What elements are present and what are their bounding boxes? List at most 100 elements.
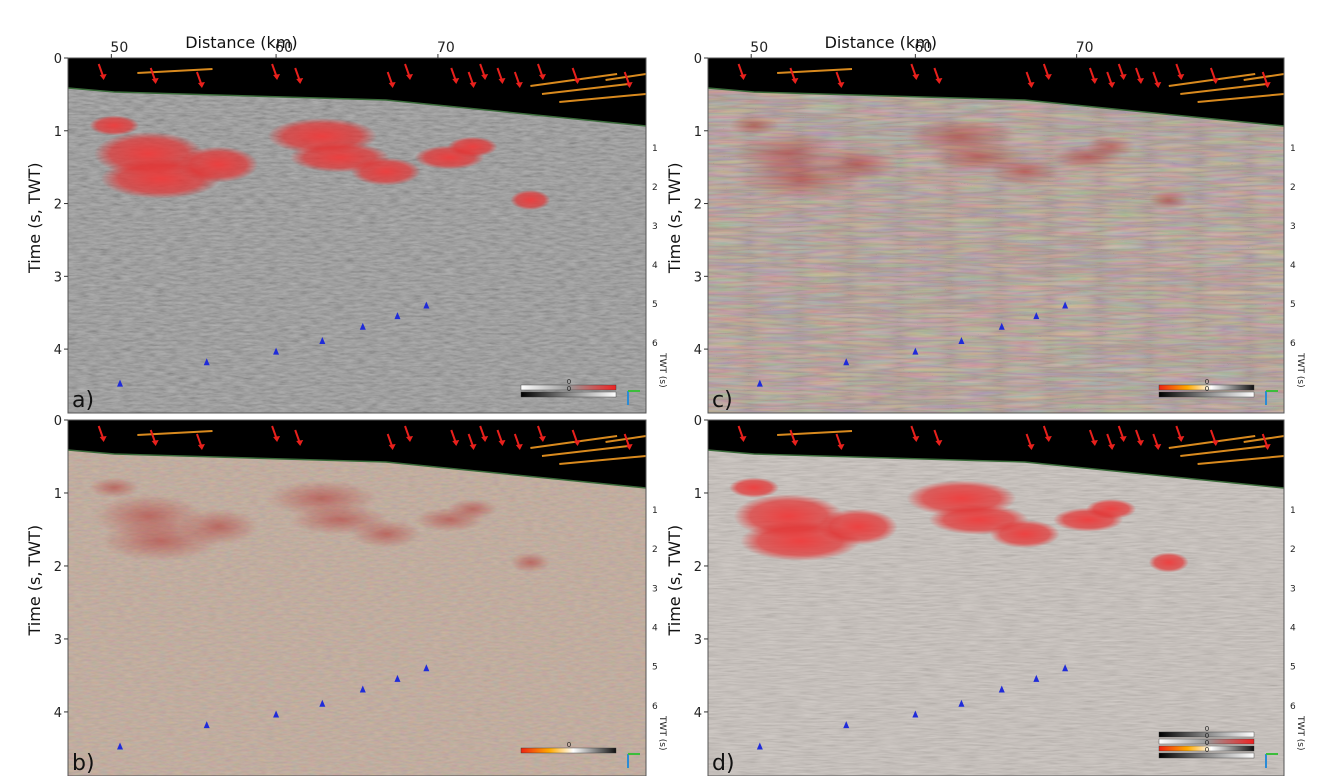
- fault-arrow-head: [296, 78, 304, 84]
- fault-arrow-head: [1263, 444, 1271, 450]
- blue-marker: [1033, 674, 1040, 682]
- amplitude-anomaly: [510, 190, 551, 210]
- seafloor-line: [707, 449, 1285, 489]
- amplitude-anomaly: [178, 146, 259, 183]
- water-column: [708, 420, 1284, 488]
- blue-marker: [319, 337, 326, 344]
- fault-arrow-head: [1108, 82, 1116, 88]
- fault-arrow-head: [1177, 74, 1185, 80]
- panel-letter: c): [712, 388, 733, 413]
- fault-arrow-head: [515, 82, 523, 88]
- y-tick-label: 0: [694, 414, 702, 429]
- y-tick-label: 2: [54, 560, 62, 575]
- horizon-line: [1197, 93, 1285, 103]
- fault-arrow-head: [912, 436, 920, 442]
- horizon-line: [541, 83, 629, 95]
- right-axis-label: TWT (s): [1295, 352, 1305, 387]
- fault-arrow-head: [1154, 444, 1162, 450]
- blue-marker: [958, 699, 965, 707]
- horizon-line: [137, 430, 213, 436]
- y-tick-label: 2: [54, 198, 62, 213]
- right-axis-label: TWT (s): [657, 715, 667, 750]
- fault-arrow-head: [1090, 440, 1098, 446]
- amplitude-anomaly: [817, 146, 898, 183]
- y-tick-label: 4: [54, 706, 62, 721]
- horizon-line: [1168, 435, 1256, 449]
- blue-marker: [423, 301, 430, 309]
- fault-arrow-head: [197, 444, 205, 450]
- x-tick-label: 60: [914, 40, 932, 56]
- fault-arrow-head: [1027, 444, 1035, 450]
- colorbar-zero-label: 0: [1205, 725, 1209, 733]
- fault-arrow-head: [1137, 78, 1144, 84]
- blue-marker: [423, 664, 430, 672]
- blue-marker: [756, 742, 763, 750]
- y-axis-label: Time (s, TWT): [665, 162, 684, 274]
- right-tick-label: 3: [652, 222, 658, 232]
- fault-arrow-head: [515, 444, 523, 450]
- fault-arrow-head: [481, 74, 489, 80]
- right-tick-label: 4: [1290, 623, 1296, 633]
- right-tick-label: 3: [652, 584, 658, 594]
- seismic-texture: [68, 420, 646, 776]
- fault-arrow-head: [935, 78, 943, 84]
- blue-marker: [319, 699, 326, 707]
- fault-arrow-head: [739, 436, 747, 442]
- blue-marker: [117, 742, 124, 750]
- blue-marker: [1033, 312, 1040, 320]
- fault-arrow-head: [1154, 82, 1162, 88]
- amplitude-anomaly: [89, 477, 140, 498]
- amplitude-anomaly: [1148, 190, 1189, 210]
- blue-marker: [912, 347, 919, 355]
- fault-arrow-head: [538, 436, 546, 442]
- panel-border: [707, 419, 1285, 776]
- fault-arrow-head: [912, 74, 920, 80]
- fault-arrow-head: [99, 74, 107, 80]
- fault-arrow-head: [388, 444, 396, 450]
- seafloor-line: [707, 87, 1285, 127]
- fault-arrow-head: [573, 78, 581, 84]
- fault-arrow-head: [1177, 436, 1185, 442]
- fault-arrow-head: [1119, 436, 1127, 442]
- amplitude-anomaly: [350, 157, 421, 186]
- water-column: [68, 420, 646, 488]
- panel-letter: b): [72, 751, 95, 776]
- fault-arrow-head: [935, 440, 943, 446]
- amplitude-anomaly: [350, 519, 421, 548]
- y-tick-label: 0: [694, 52, 702, 67]
- blue-marker: [273, 347, 280, 355]
- colorbar-zero-label: 0: [1205, 732, 1209, 740]
- blue-marker: [958, 337, 965, 344]
- right-tick-label: 1: [1290, 506, 1296, 516]
- y-tick-label: 3: [694, 633, 702, 648]
- fault-arrow-head: [1090, 78, 1098, 84]
- fault-arrow-head: [498, 78, 506, 84]
- blue-marker: [394, 674, 401, 682]
- fault-arrow-head: [791, 440, 799, 446]
- fault-arrow-head: [273, 74, 281, 80]
- seafloor-line: [67, 449, 647, 489]
- y-tick-label: 1: [54, 487, 62, 502]
- colorbar: [1158, 745, 1255, 752]
- amplitude-anomaly: [510, 552, 551, 573]
- horizon-line: [559, 93, 647, 103]
- fault-arrow-head: [197, 82, 205, 88]
- fault-arrow-head: [1044, 74, 1052, 80]
- blue-marker: [1062, 664, 1069, 672]
- blue-marker: [203, 721, 210, 729]
- horizon-line: [530, 435, 618, 449]
- y-tick-label: 4: [54, 343, 62, 358]
- fault-arrow-head: [837, 82, 845, 88]
- colorbar: [520, 747, 617, 754]
- y-tick-label: 3: [54, 270, 62, 285]
- right-tick-label: 6: [652, 702, 658, 712]
- right-tick-label: 6: [652, 339, 658, 349]
- right-tick-label: 4: [1290, 261, 1296, 271]
- right-tick-label: 2: [1290, 183, 1296, 193]
- right-tick-label: 4: [652, 261, 658, 271]
- right-tick-label: 1: [1290, 144, 1296, 154]
- horizon-line: [530, 73, 618, 87]
- y-tick-label: 2: [694, 198, 702, 213]
